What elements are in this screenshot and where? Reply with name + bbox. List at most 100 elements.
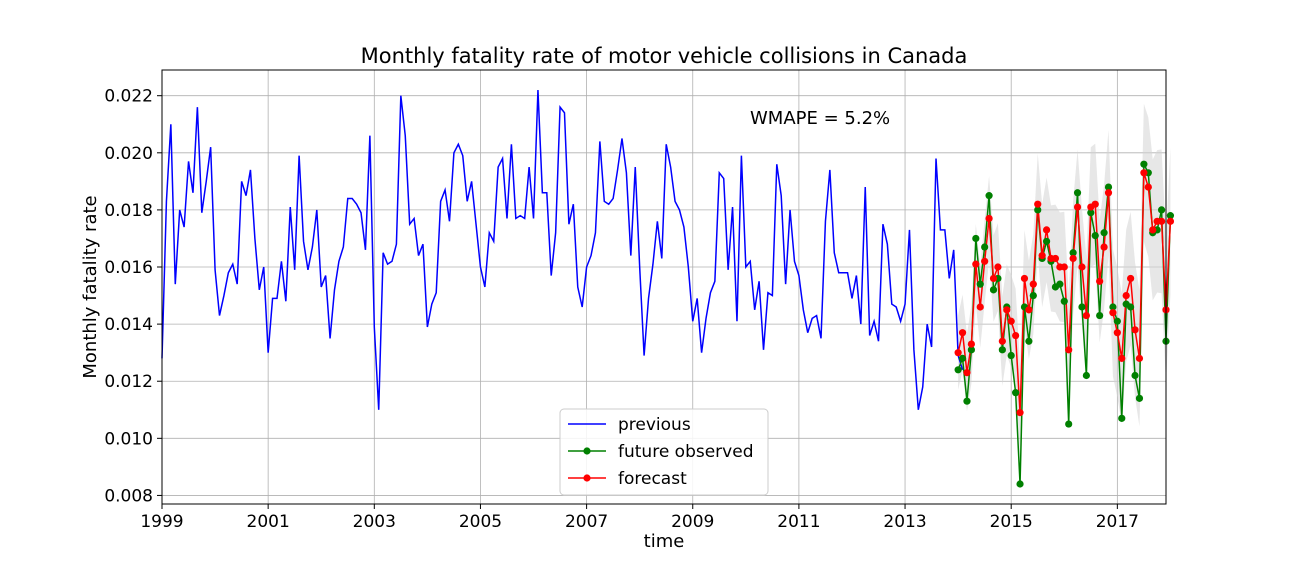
future-observed-point <box>1091 232 1099 240</box>
forecast-point <box>1065 346 1073 354</box>
wmape-annotation: WMAPE = 5.2% <box>750 108 890 129</box>
future-observed-point <box>1060 297 1068 305</box>
future-observed-point <box>1109 303 1117 311</box>
forecast-point <box>1166 217 1175 225</box>
legend-box <box>559 408 769 496</box>
forecast-point <box>1144 183 1152 191</box>
forecast-point <box>1157 217 1166 225</box>
x-tick-label: 2017 <box>1096 512 1139 532</box>
future-observed-point <box>1104 183 1113 191</box>
y-tick-label: 0.012 <box>104 372 153 392</box>
forecast-point <box>1140 169 1148 177</box>
forecast-point <box>1073 203 1082 211</box>
chart-title: Monthly fatality rate of motor vehicle c… <box>361 44 968 68</box>
future-observed-point <box>1012 389 1020 397</box>
x-tick-label: 2015 <box>990 512 1033 532</box>
y-tick-label: 0.010 <box>104 429 153 449</box>
plot-frame <box>161 69 1167 505</box>
future-observed-point <box>1034 206 1042 214</box>
future-observed-point <box>998 346 1006 354</box>
forecast-point <box>1060 263 1068 271</box>
forecast-point <box>1042 226 1051 234</box>
y-axis-label: Monthly fatality rate <box>80 195 101 378</box>
forecast-point <box>1091 200 1099 208</box>
forecast-point <box>1113 329 1121 337</box>
legend: previous future observed forecast <box>559 408 769 496</box>
forecast-point <box>1135 354 1144 362</box>
forecast-point <box>972 260 980 268</box>
future-observed-point <box>1082 371 1090 380</box>
forecast-point <box>981 257 989 265</box>
forecast-point <box>1029 280 1037 288</box>
forecast-point <box>1100 243 1108 251</box>
forecast-point <box>985 214 993 223</box>
forecast-point <box>1149 226 1157 234</box>
future-observed-point <box>954 366 962 374</box>
forecast-point <box>1069 254 1077 263</box>
forecast-point <box>1012 331 1020 340</box>
legend-marker-forecast <box>583 474 591 482</box>
future-observed-point <box>1042 237 1051 245</box>
future-observed-point <box>1087 209 1095 217</box>
forecast-point <box>954 349 962 357</box>
forecast-point <box>1051 254 1060 263</box>
x-axis-ticks: 1999 2001 2003 2005 2007 2009 2011 2013 2015 2017 <box>140 504 1139 532</box>
future-observed-point <box>1073 189 1082 197</box>
future-observed-point <box>1069 249 1077 257</box>
x-tick-label: 2005 <box>459 512 502 532</box>
y-axis-ticks: 0.008 0.010 0.012 0.014 0.016 0.018 0.020 0.022 <box>104 87 162 506</box>
forecast-point <box>1020 274 1029 283</box>
future-observed-point <box>1135 394 1144 402</box>
forecast-point <box>1078 263 1086 271</box>
future-observed-point <box>1100 229 1108 237</box>
future-observed-point <box>1140 160 1148 168</box>
series-previous-line <box>161 89 964 410</box>
forecast-point <box>1122 291 1130 300</box>
x-tick-label: 2011 <box>777 512 820 532</box>
forecast-point <box>1034 200 1042 208</box>
forecast-confidence-band <box>958 103 1171 461</box>
y-tick-label: 0.016 <box>104 258 153 278</box>
future-observed-point <box>985 192 993 200</box>
series-markers <box>954 160 1175 488</box>
forecast-point <box>958 329 967 337</box>
x-tick-label: 2013 <box>883 512 926 532</box>
future-observed-point <box>1078 303 1086 311</box>
forecast-point <box>963 369 971 377</box>
forecast-point <box>1038 251 1046 260</box>
forecast-point <box>989 274 998 283</box>
forecast-point <box>1118 354 1126 362</box>
forecast-point <box>1104 189 1113 197</box>
forecast-point <box>994 263 1002 271</box>
forecast-band <box>958 103 1171 461</box>
forecast-point <box>1131 326 1139 334</box>
future-observed-point <box>989 286 998 294</box>
forecast-point <box>1096 277 1104 285</box>
forecast-point <box>967 340 975 348</box>
future-observed-point <box>1096 311 1104 320</box>
future-observed-point <box>972 234 980 243</box>
legend-label-future-observed: future observed <box>618 442 754 462</box>
forecast-point <box>1025 306 1033 314</box>
forecast-point <box>1109 309 1117 317</box>
future-observed-point <box>1166 212 1175 220</box>
future-observed-point <box>1131 371 1139 380</box>
x-tick-label: 2003 <box>353 512 396 532</box>
legend-label-forecast: forecast <box>618 469 687 489</box>
future-observed-point <box>967 346 975 354</box>
x-tick-label: 2001 <box>247 512 290 532</box>
x-tick-label: 2009 <box>671 512 714 532</box>
y-tick-label: 0.020 <box>104 144 153 164</box>
future-observed-point <box>1007 351 1015 360</box>
future-observed-point <box>963 397 971 405</box>
future-observed-point <box>981 243 989 251</box>
forecast-point <box>1016 409 1024 417</box>
future-observed-point <box>1029 291 1037 300</box>
forecast-point <box>1007 317 1015 325</box>
future-observed-point <box>1065 420 1073 428</box>
legend-label-previous: previous <box>618 415 691 435</box>
future-observed-point <box>1016 480 1024 488</box>
forecast-point <box>976 303 984 311</box>
future-observed-point <box>1113 317 1121 325</box>
